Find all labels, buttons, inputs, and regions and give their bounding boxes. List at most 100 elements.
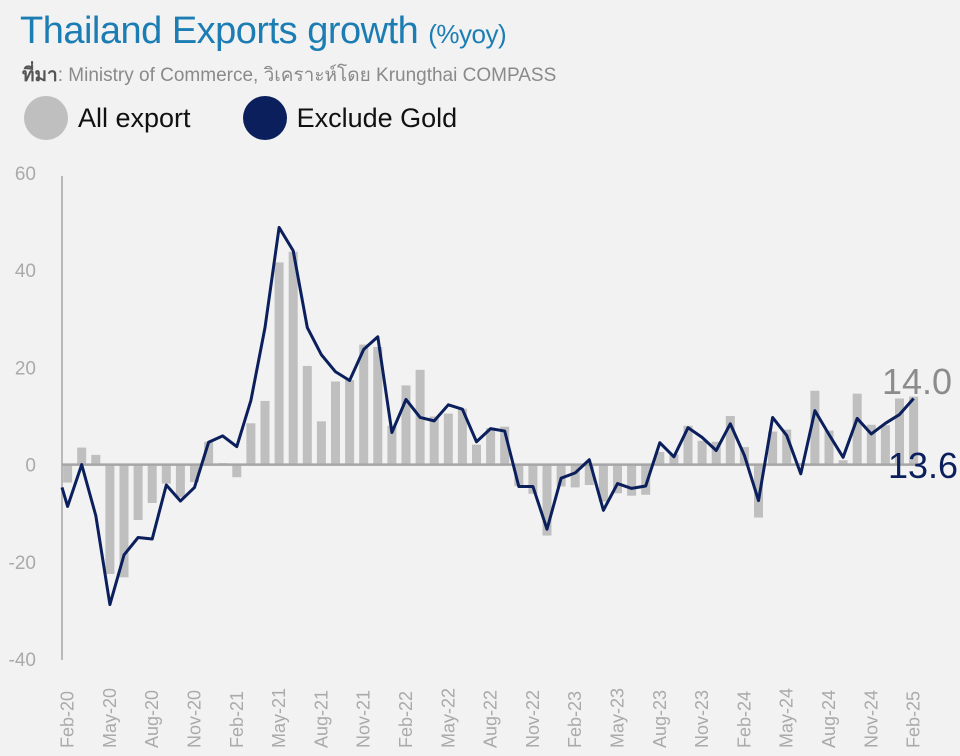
bar-all-export [711,441,721,465]
bar-all-export [387,425,397,465]
bar-all-export [542,464,552,536]
bar-all-export [598,464,608,502]
x-tick-label: Nov-24 [861,690,881,748]
chart-title-unit: (%yoy) [428,19,507,49]
bar-all-export [161,464,171,484]
y-tick-label: 0 [25,456,36,477]
bar-all-export [105,464,115,574]
bar-all-export [782,429,792,465]
x-tick-label: Aug-23 [650,690,670,748]
x-tick-label: Feb-23 [565,691,585,748]
x-tick-label: Nov-20 [185,690,205,748]
bar-all-export [866,424,876,465]
line-points [67,227,914,605]
bar-all-export [655,451,665,465]
legend-item-exclude-gold: Exclude Gold [242,96,458,140]
legend: All export Exclude Gold [24,96,509,140]
bar-all-export [345,380,355,465]
bar-all-export [768,431,778,465]
x-axis-ticks: Feb-20 May-20 Aug-20 Nov-20 Feb-21 May-21 Aug-… [58,688,924,748]
x-tick-label: Nov-22 [523,690,543,748]
bar-all-export [824,430,834,465]
bar-all-export [119,464,129,578]
bar-all-export [401,385,411,465]
bar-all-export [725,416,735,465]
y-tick-label: -40 [9,650,36,671]
bar-all-export [613,464,622,494]
x-tick-label: Feb-22 [396,691,416,748]
legend-label-exclude-gold: Exclude Gold [296,102,458,133]
bar-all-export [190,464,199,483]
bar-all-export [274,262,284,465]
data-label-exclude-gold-last: 13.6 [888,445,958,486]
chart-title: Thailand Exports growth (%yoy) [20,10,507,53]
bar-all-export [63,464,73,483]
x-tick-label: May-23 [608,688,628,748]
bar-all-export [331,381,340,465]
legend-swatch-all-export [24,96,68,140]
bar-all-export [302,365,312,465]
bar-all-export [77,447,87,465]
x-tick-label: Aug-24 [819,690,839,748]
source-text: : Ministry of Commerce, วิเคราะห์โดย Kru… [57,65,557,86]
bar-all-export [260,400,270,465]
bar-series-all-export [63,251,919,578]
bar-all-export [232,464,242,478]
x-tick-label: May-20 [100,688,120,748]
bar-all-export [472,444,481,465]
bar-all-export [584,464,594,486]
bar-all-export [175,464,185,498]
bar-all-export [641,464,651,495]
y-axis-ticks: 60 40 20 0 -20 -40 [9,164,36,671]
x-tick-label: May-21 [269,688,289,748]
bar-all-export [486,428,496,465]
bar-all-export [133,464,143,521]
bar-all-export [288,251,298,465]
x-tick-label: May-22 [438,688,458,748]
bar-all-export [697,440,707,465]
x-tick-label: Aug-21 [311,690,331,748]
x-tick-label: Feb-20 [58,691,78,748]
source-prefix: ที่มา [22,65,58,86]
y-tick-label: 20 [15,358,36,379]
line-series-exclude-gold [60,225,915,607]
source-note: ที่มา: Ministry of Commerce, วิเคราะห์โด… [22,60,556,90]
bar-all-export [316,421,326,465]
bar-all-export [246,423,256,465]
bar-all-export [838,460,848,465]
x-tick-label: Aug-20 [142,690,162,748]
x-tick-label: Nov-21 [354,690,374,748]
bar-all-export [683,425,693,465]
bar-all-export [895,398,904,465]
bar-all-export [147,464,157,503]
y-tick-label: 40 [15,261,36,282]
x-tick-label: May-24 [777,688,797,748]
chart-title-text: Thailand Exports growth [20,10,419,52]
bar-all-export [514,464,524,486]
bar-all-export [91,454,101,465]
bar-all-export [528,464,538,494]
legend-label-all-export: All export [78,102,191,133]
x-tick-label: Feb-24 [734,691,754,748]
bar-all-export [810,390,820,465]
legend-swatch-exclude-gold [242,96,287,140]
bar-all-export [669,454,679,465]
bar-all-export [457,408,467,465]
bar-all-export [429,416,439,465]
y-tick-label: 60 [15,164,36,185]
bar-all-export [556,464,566,487]
x-tick-label: Aug-22 [481,690,501,748]
x-tick-label: Feb-25 [904,691,924,748]
bar-all-export [627,464,637,496]
bar-all-export [909,396,919,465]
bar-all-export [880,425,890,465]
bar-all-export [570,464,580,488]
bar-all-export [500,426,510,465]
bar-all-export [204,441,214,465]
x-tick-label: Nov-23 [692,690,712,748]
y-tick-label: -20 [9,553,36,574]
bar-all-export [754,464,763,518]
x-tick-label: Feb-21 [227,691,247,748]
bar-all-export [373,346,383,465]
